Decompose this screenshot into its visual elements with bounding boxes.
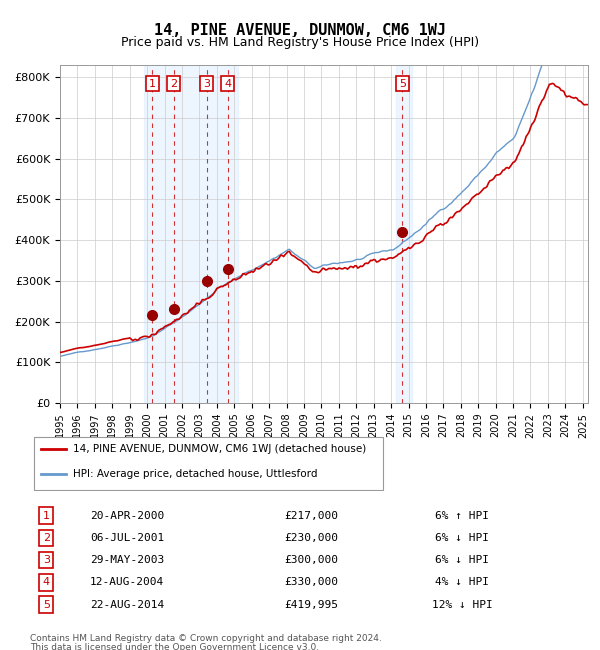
Text: £230,000: £230,000 bbox=[284, 533, 338, 543]
Text: 6% ↓ HPI: 6% ↓ HPI bbox=[435, 555, 489, 565]
Text: 2: 2 bbox=[170, 79, 177, 88]
Text: 12% ↓ HPI: 12% ↓ HPI bbox=[431, 600, 493, 610]
Text: Contains HM Land Registry data © Crown copyright and database right 2024.: Contains HM Land Registry data © Crown c… bbox=[30, 634, 382, 643]
Text: Price paid vs. HM Land Registry's House Price Index (HPI): Price paid vs. HM Land Registry's House … bbox=[121, 36, 479, 49]
Text: 6% ↓ HPI: 6% ↓ HPI bbox=[435, 533, 489, 543]
Text: 29-MAY-2003: 29-MAY-2003 bbox=[90, 555, 164, 565]
Text: £419,995: £419,995 bbox=[284, 600, 338, 610]
Text: HPI: Average price, detached house, Uttlesford: HPI: Average price, detached house, Uttl… bbox=[73, 469, 318, 479]
Bar bbox=[397, 65, 412, 403]
Text: 3: 3 bbox=[203, 79, 210, 88]
Text: £330,000: £330,000 bbox=[284, 577, 338, 588]
Bar bbox=[143, 65, 238, 403]
Text: 3: 3 bbox=[43, 555, 50, 565]
Text: 12-AUG-2004: 12-AUG-2004 bbox=[90, 577, 164, 588]
FancyBboxPatch shape bbox=[34, 437, 383, 489]
Text: This data is licensed under the Open Government Licence v3.0.: This data is licensed under the Open Gov… bbox=[30, 644, 319, 650]
Text: 06-JUL-2001: 06-JUL-2001 bbox=[90, 533, 164, 543]
Text: 5: 5 bbox=[399, 79, 406, 88]
Text: 22-AUG-2014: 22-AUG-2014 bbox=[90, 600, 164, 610]
Text: 1: 1 bbox=[43, 511, 50, 521]
Text: 4: 4 bbox=[224, 79, 231, 88]
Text: 20-APR-2000: 20-APR-2000 bbox=[90, 511, 164, 521]
Text: 4: 4 bbox=[43, 577, 50, 588]
Text: 14, PINE AVENUE, DUNMOW, CM6 1WJ: 14, PINE AVENUE, DUNMOW, CM6 1WJ bbox=[154, 23, 446, 38]
Text: 1: 1 bbox=[149, 79, 156, 88]
Text: 4% ↓ HPI: 4% ↓ HPI bbox=[435, 577, 489, 588]
Text: £300,000: £300,000 bbox=[284, 555, 338, 565]
Text: £217,000: £217,000 bbox=[284, 511, 338, 521]
Text: 14, PINE AVENUE, DUNMOW, CM6 1WJ (detached house): 14, PINE AVENUE, DUNMOW, CM6 1WJ (detach… bbox=[73, 445, 367, 454]
Text: 6% ↑ HPI: 6% ↑ HPI bbox=[435, 511, 489, 521]
Text: 5: 5 bbox=[43, 600, 50, 610]
Text: 2: 2 bbox=[43, 533, 50, 543]
